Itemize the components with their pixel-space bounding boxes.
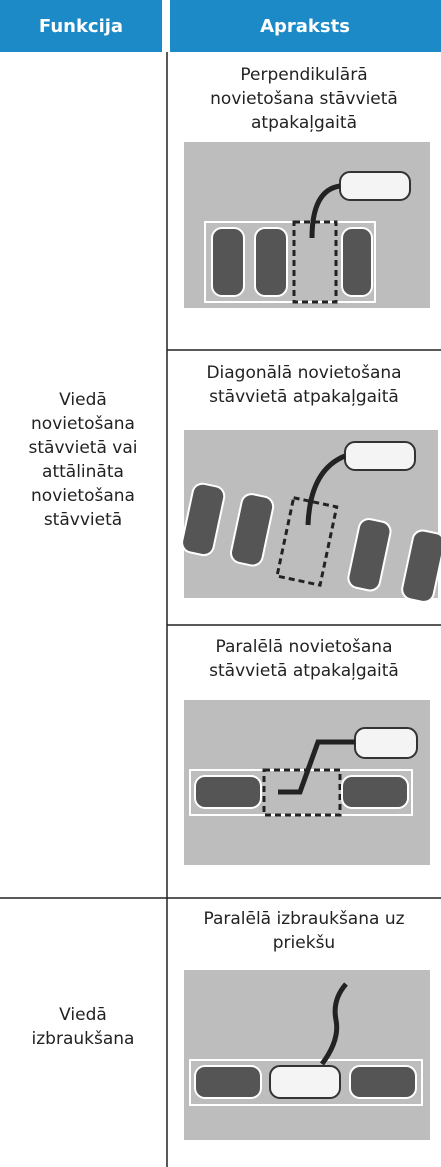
header-text: Funkcija <box>39 16 123 37</box>
cell-text: attālināta <box>42 462 124 482</box>
cell-text: Diagonālā novietošana <box>206 363 401 383</box>
cell-text: Paralēlā novietošana <box>216 637 393 657</box>
cell-text: stāvvietā <box>44 510 122 530</box>
cell-text: novietošana <box>31 414 135 434</box>
cell-text: stāvvietā atpakaļgaitā <box>209 387 399 407</box>
cell-text: stāvvietā vai <box>29 438 138 458</box>
cell-text: priekšu <box>273 933 335 953</box>
cell-text: Viedā <box>59 1005 107 1025</box>
cell-text: novietošana stāvvietā <box>210 89 398 109</box>
cell-text: Viedā <box>59 390 107 410</box>
header-cell <box>0 0 162 52</box>
header-text: Apraksts <box>260 16 350 37</box>
header-cell <box>170 0 441 52</box>
grid <box>0 52 441 1167</box>
cell-text: stāvvietā atpakaļgaitā <box>209 661 399 681</box>
cell-text: atpakaļgaitā <box>251 113 357 133</box>
illustration <box>184 700 430 865</box>
cell-text: Paralēlā izbraukšana uz <box>203 909 404 929</box>
texts: Viedā novietošana stāvvietā vai attālināta n… <box>29 65 405 1049</box>
illustration <box>181 430 441 603</box>
illustration <box>184 970 430 1140</box>
cell-text: novietošana <box>31 486 135 506</box>
cell-text: izbraukšana <box>32 1029 135 1049</box>
illustration <box>184 142 430 308</box>
cell-text: Perpendikulārā <box>240 65 367 85</box>
